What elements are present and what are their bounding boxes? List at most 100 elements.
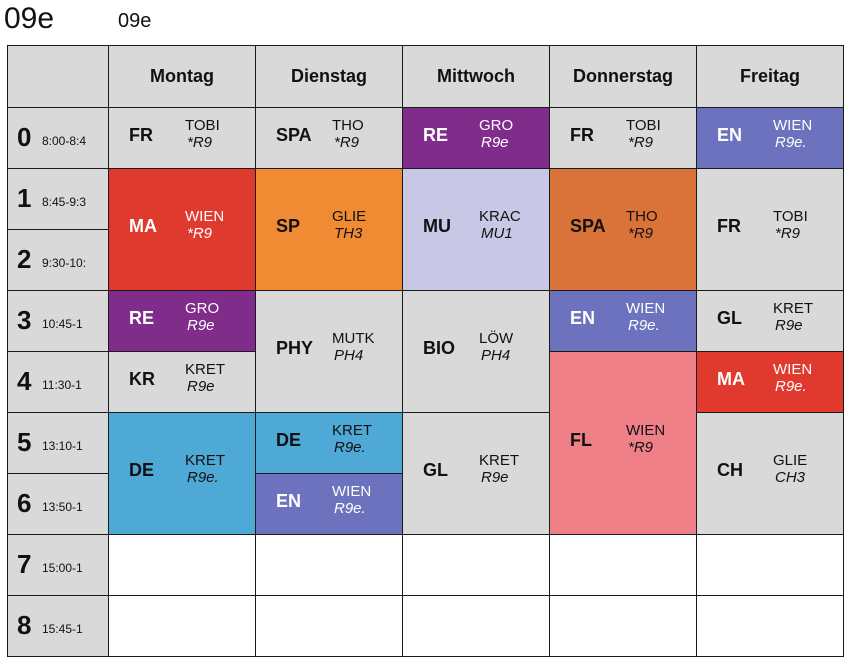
- period-number: 3: [17, 305, 32, 335]
- lesson-ma[interactable]: MA WIEN R9e.: [696, 351, 844, 413]
- lesson-fl[interactable]: FL WIEN *R9: [549, 351, 697, 535]
- lesson-subject: FL: [570, 430, 592, 450]
- lesson-teacher: WIEN: [773, 117, 813, 134]
- lesson-room: CH3: [775, 469, 806, 486]
- lesson-teacher: KRAC: [479, 208, 521, 225]
- lesson-subject: EN: [276, 491, 302, 511]
- lesson-subject: SPA: [276, 125, 312, 145]
- lesson-teacher: MUTK: [332, 330, 375, 347]
- lesson-teacher: THO: [332, 117, 364, 134]
- lesson-gl[interactable]: GL KRET R9e: [696, 290, 844, 352]
- lesson-subject: FR: [717, 216, 741, 236]
- lesson-fr[interactable]: FR TOBI *R9: [696, 168, 844, 291]
- lesson-teacher: GRO: [479, 117, 514, 134]
- lesson-teacher: WIEN: [773, 361, 813, 378]
- lesson-re[interactable]: RE GRO R9e: [108, 290, 256, 352]
- period-time: 10:45-1: [42, 317, 83, 331]
- period-time: 15:00-1: [42, 561, 83, 575]
- lesson-teacher: WIEN: [626, 300, 666, 317]
- empty-slot: [108, 534, 256, 596]
- lesson-ma[interactable]: MA WIEN *R9: [108, 168, 256, 291]
- lesson-en[interactable]: EN WIEN R9e.: [549, 290, 697, 352]
- lesson-room: R9e: [775, 317, 803, 334]
- lesson-subject: SP: [276, 216, 301, 236]
- period-cell-3: 3 10:45-1: [7, 290, 109, 352]
- lesson-teacher: TOBI: [626, 117, 661, 134]
- lesson-teacher: TOBI: [773, 208, 808, 225]
- lesson-spa[interactable]: SPA THO *R9: [549, 168, 697, 291]
- lesson-teacher: THO: [626, 208, 658, 225]
- lesson-subject: BIO: [423, 338, 456, 358]
- class-subtitle: 09e: [118, 10, 152, 32]
- lesson-room: R9e: [187, 378, 215, 395]
- lesson-de[interactable]: DE KRET R9e.: [255, 412, 403, 474]
- period-number: 1: [17, 183, 32, 213]
- lesson-room: R9e.: [628, 317, 660, 334]
- empty-slot: [696, 595, 844, 657]
- lesson-teacher: KRET: [185, 452, 226, 469]
- lesson-teacher: WIEN: [626, 422, 666, 439]
- period-number: 0: [17, 122, 32, 152]
- lesson-subject: RE: [423, 125, 449, 145]
- lesson-teacher: WIEN: [185, 208, 225, 225]
- lesson-de[interactable]: DE KRET R9e.: [108, 412, 256, 535]
- lesson-subject: EN: [570, 308, 596, 328]
- lesson-subject: FR: [129, 125, 153, 145]
- period-cell-4: 4 11:30-1: [7, 351, 109, 413]
- lesson-re[interactable]: RE GRO R9e: [402, 107, 550, 169]
- lesson-subject: GL: [717, 308, 742, 328]
- lesson-room: R9e.: [775, 378, 807, 395]
- lesson-subject: PHY: [276, 338, 314, 358]
- period-time: 9:30-10:: [42, 256, 87, 270]
- lesson-subject: EN: [717, 125, 743, 145]
- lesson-subject: GL: [423, 460, 448, 480]
- period-number: 5: [17, 427, 32, 457]
- lesson-teacher: KRET: [479, 452, 520, 469]
- lesson-subject: SPA: [570, 216, 606, 236]
- lesson-fr[interactable]: FR TOBI *R9: [549, 107, 697, 169]
- lesson-ch[interactable]: CH GLIE CH3: [696, 412, 844, 535]
- day-header-freitag: Freitag: [696, 45, 844, 108]
- period-time: 8:00-8:4: [42, 134, 87, 148]
- lesson-bio[interactable]: BIO LÖW PH4: [402, 290, 550, 413]
- lesson-sp[interactable]: SP GLIE TH3: [255, 168, 403, 291]
- empty-slot: [696, 534, 844, 596]
- period-cell-2: 2 9:30-10:: [7, 229, 109, 291]
- day-header-donnerstag: Donnerstag: [549, 45, 697, 108]
- lesson-en[interactable]: EN WIEN R9e.: [255, 473, 403, 535]
- lesson-fr[interactable]: FR TOBI *R9: [108, 107, 256, 169]
- lesson-subject: MA: [129, 216, 157, 236]
- lesson-mu[interactable]: MU KRAC MU1: [402, 168, 550, 291]
- period-cell-7: 7 15:00-1: [7, 534, 109, 596]
- period-number: 7: [17, 549, 32, 579]
- empty-slot: [549, 534, 697, 596]
- lesson-room: R9e.: [334, 500, 366, 517]
- lesson-kr[interactable]: KR KRET R9e: [108, 351, 256, 413]
- empty-slot: [255, 595, 403, 657]
- empty-slot: [402, 595, 550, 657]
- lesson-subject: CH: [717, 460, 743, 480]
- lesson-teacher: GRO: [185, 300, 220, 317]
- lesson-teacher: KRET: [332, 422, 373, 439]
- lesson-subject: DE: [129, 460, 155, 480]
- lesson-subject: RE: [129, 308, 155, 328]
- lesson-spa[interactable]: SPA THO *R9: [255, 107, 403, 169]
- lesson-teacher: GLIE: [773, 452, 808, 469]
- period-time: 13:10-1: [42, 439, 83, 453]
- lesson-en[interactable]: EN WIEN R9e.: [696, 107, 844, 169]
- lesson-phy[interactable]: PHY MUTK PH4: [255, 290, 403, 413]
- lesson-room: R9e: [481, 134, 509, 151]
- lesson-room: *R9: [628, 225, 654, 242]
- lesson-gl[interactable]: GL KRET R9e: [402, 412, 550, 535]
- day-header-montag: Montag: [108, 45, 256, 108]
- period-time: 8:45-9:3: [42, 195, 87, 209]
- period-time: 15:45-1: [42, 622, 83, 636]
- day-header-mittwoch: Mittwoch: [402, 45, 550, 108]
- period-cell-5: 5 13:10-1: [7, 412, 109, 474]
- lesson-teacher: TOBI: [185, 117, 220, 134]
- lesson-teacher: KRET: [773, 300, 814, 317]
- corner-header: [7, 45, 109, 108]
- lesson-subject: DE: [276, 430, 302, 450]
- lesson-room: R9e.: [775, 134, 807, 151]
